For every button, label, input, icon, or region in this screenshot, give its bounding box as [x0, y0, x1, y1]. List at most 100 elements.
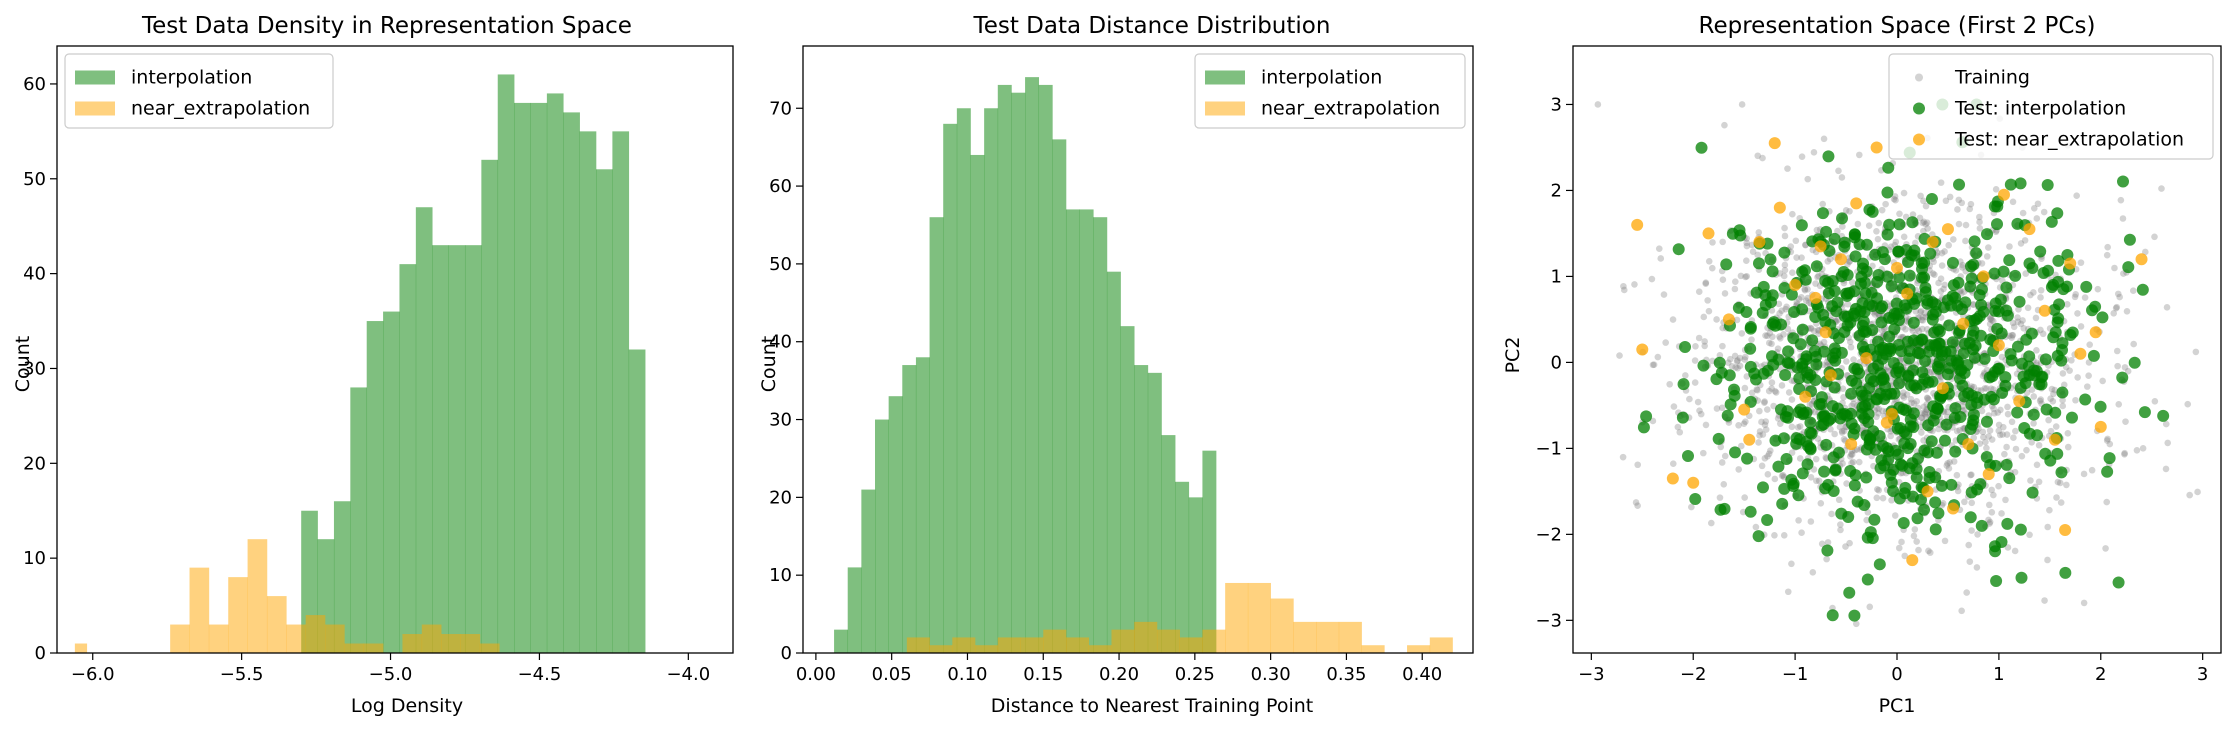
scatter-point — [2073, 192, 2080, 199]
scatter-point — [1874, 485, 1881, 493]
scatter-point — [2103, 437, 2111, 444]
scatter-point — [1655, 245, 1663, 252]
scatter-point — [1816, 207, 1829, 220]
scatter-point — [1843, 358, 1850, 365]
scatter-point — [1689, 493, 1702, 506]
histogram-bar — [1225, 582, 1249, 653]
scatter-point — [1882, 161, 1895, 174]
scatter-point — [1946, 256, 1959, 269]
histogram-bar — [1202, 450, 1217, 653]
scatter-point — [1938, 249, 1946, 257]
scatter-point — [1842, 511, 1855, 524]
histogram-bar — [1020, 637, 1044, 653]
scatter-point — [1935, 479, 1948, 492]
histogram-bar — [497, 74, 515, 653]
scatter-point — [1944, 460, 1951, 467]
scatter-point — [1789, 210, 1796, 218]
scatter-point — [2064, 443, 2072, 451]
scatter-point — [1905, 249, 1918, 262]
scatter-point — [2135, 253, 2148, 266]
scatter-point — [1686, 395, 1693, 403]
scatter-point — [2121, 364, 2129, 371]
scatter-point — [1856, 262, 1869, 275]
scatter-point — [1991, 409, 1998, 417]
scatter-point — [2104, 435, 2111, 443]
scatter-point — [2030, 204, 2038, 212]
scatter-point — [1965, 486, 1978, 499]
scatter-point — [1923, 219, 1931, 226]
scatter-point — [1776, 497, 1789, 510]
scatter-point — [1941, 223, 1954, 236]
scatter-point — [1766, 265, 1779, 278]
scatter-point — [1856, 401, 1869, 414]
scatter-point — [2023, 350, 2036, 363]
scatter-point — [1851, 495, 1864, 508]
scatter-point — [1893, 366, 1906, 379]
histogram-bar — [1088, 645, 1112, 653]
histogram-bar — [1079, 209, 1094, 653]
scatter-point — [1666, 380, 1673, 388]
scatter-point — [1792, 237, 1800, 245]
scatter-point — [1881, 442, 1894, 455]
histogram-bar — [1111, 629, 1135, 653]
scatter-point — [1940, 285, 1947, 293]
scatter-point — [1733, 316, 1741, 324]
scatter-point — [1932, 507, 1945, 520]
histogram-bar — [208, 624, 229, 653]
scatter-point — [1885, 407, 1898, 420]
scatter-point — [1956, 426, 1963, 434]
axes-frame — [802, 45, 1474, 654]
scatter-point — [1765, 387, 1773, 395]
scatter-point — [1929, 298, 1942, 311]
scatter-point — [1861, 573, 1874, 586]
scatter-point — [1741, 384, 1749, 392]
scatter-point — [1789, 269, 1796, 276]
scatter-point — [1925, 547, 1932, 555]
scatter-point — [1996, 386, 2009, 399]
scatter-point — [2081, 294, 2089, 301]
scatter-point — [1929, 471, 1942, 484]
scatter-point — [1807, 474, 1815, 481]
scatter-point — [2122, 261, 2135, 274]
scatter-point — [1824, 539, 1832, 546]
x-tick-label: 0.20 — [1099, 664, 1139, 685]
scatter-point — [1713, 356, 1726, 369]
scatter-point — [1764, 253, 1777, 266]
scatter-point — [1702, 280, 1710, 287]
scatter-point — [1764, 332, 1771, 340]
scatter-point — [1920, 403, 1928, 411]
scatter-point — [1736, 362, 1744, 370]
scatter-point — [2052, 423, 2060, 430]
scatter-point — [1677, 378, 1690, 391]
scatter-point — [1924, 225, 1931, 232]
scatter-point — [1946, 193, 1954, 201]
y-tick-label: 3 — [1551, 94, 1562, 115]
scatter-point — [1831, 402, 1844, 415]
scatter-point — [1782, 305, 1790, 313]
scatter-point — [2054, 478, 2062, 486]
scatter-point — [1788, 396, 1796, 403]
scatter-point — [1869, 443, 1882, 456]
scatter-point — [1983, 253, 1991, 260]
scatter-point — [1740, 420, 1748, 427]
scatter-point — [1657, 255, 1665, 262]
scatter-point — [1860, 471, 1873, 484]
scatter-point — [1784, 165, 1791, 172]
scatter-point — [1888, 323, 1901, 336]
scatter-point — [1986, 518, 1994, 526]
scatter-point — [1701, 338, 1708, 345]
x-tick-label: 1 — [1993, 664, 2004, 685]
scatter-point — [2111, 264, 2118, 272]
scatter-point — [2157, 409, 2170, 422]
legend-label: interpolation — [131, 67, 252, 89]
scatter-point — [1901, 552, 1909, 560]
scatter-point — [1662, 339, 1669, 346]
scatter-point — [1863, 381, 1876, 394]
scatter-point — [1830, 305, 1843, 318]
scatter-point — [1796, 467, 1809, 480]
scatter-point — [1962, 237, 1969, 245]
scatter-point — [1781, 266, 1789, 274]
legend-marker — [1915, 73, 1923, 82]
scatter-point — [2037, 396, 2045, 403]
scatter-point — [1784, 588, 1792, 596]
